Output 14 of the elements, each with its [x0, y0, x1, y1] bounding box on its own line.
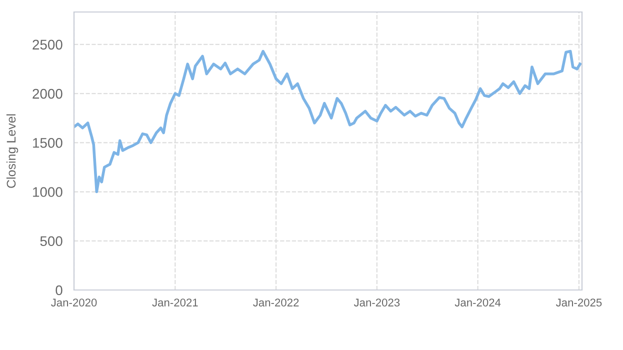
line-series — [74, 50, 582, 194]
y-tick-label: 2000 — [32, 88, 62, 99]
y-tick-label: 500 — [40, 236, 62, 246]
x-tick-label: Jan-2021 — [152, 298, 198, 306]
y-tick-label: 2500 — [32, 40, 62, 50]
x-tick-label: Jan-2025 — [556, 298, 602, 306]
x-tick-label: Jan-2023 — [354, 298, 400, 306]
x-tick-label: Jan-2022 — [253, 298, 299, 306]
y-tick-label: 0 — [56, 285, 62, 296]
y-tick-label: 1000 — [33, 187, 62, 197]
y-axis-title: Closing Level — [6, 114, 18, 188]
y-tick-label: 1500 — [33, 138, 62, 148]
x-tick-label: Jan-2020 — [51, 298, 97, 306]
x-tick-label: Jan-2024 — [454, 298, 501, 306]
